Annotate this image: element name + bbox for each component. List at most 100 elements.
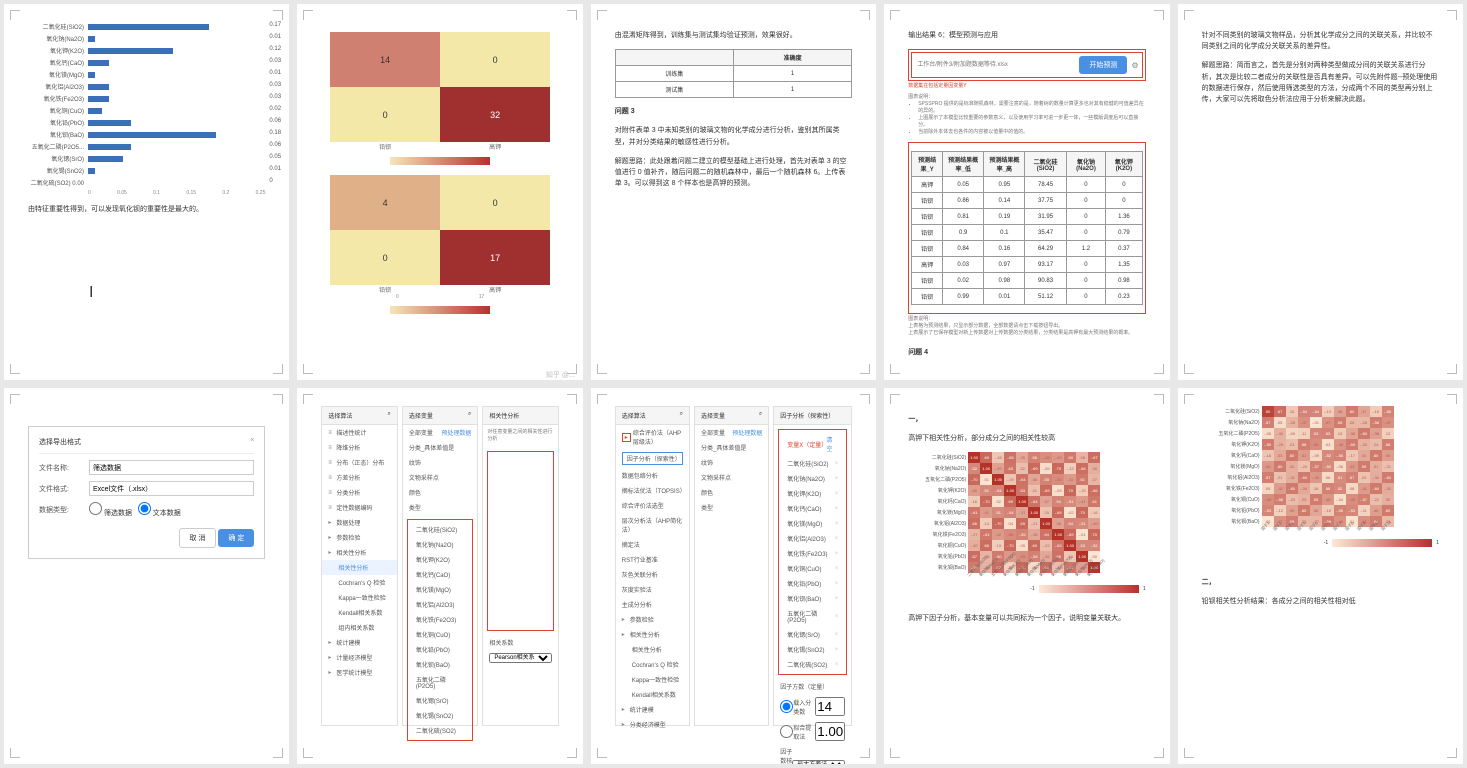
algo-item[interactable]: ≡方差分析 <box>322 470 396 485</box>
file-input[interactable] <box>915 60 1075 70</box>
bar-axis: 00.050.10.150.20.25 <box>88 190 265 196</box>
algo-group[interactable]: ▸相关性分析 <box>322 545 396 560</box>
algo-item[interactable]: 灰度实验法 <box>616 582 689 597</box>
variable-panel: 选择变量⌕ 全部变量预处理数据 分类_具体差值是纹饰文物采样点颜色类型 <box>694 406 769 726</box>
bar-row: 氧化锶(SrO)0.05 <box>28 154 265 163</box>
algo-item[interactable]: 层次分析法（AHP简化法） <box>616 513 689 537</box>
var-item[interactable]: 氧化铅(PbO) <box>410 642 470 657</box>
var-item[interactable]: 纹饰 <box>403 455 477 470</box>
algo-item[interactable]: ≡描述性统计 <box>322 425 396 440</box>
coef-select[interactable]: Pearson相关系数 <box>489 653 551 663</box>
bar-row: 氧化铅(PbO)0.06 <box>28 118 265 127</box>
factor-heatmap: 二氧化硅(SiO2).90.67.16-.54-.54-.13.38.60.37… <box>1202 406 1439 533</box>
variable-panel: 选择变量⌕ 全部变量预处理数据 分类_具体差值是纹饰文物采样点颜色类型 二氧化硅… <box>402 406 478 726</box>
var-item[interactable]: 氧化钡(BaO) <box>410 657 470 672</box>
question-4-heading: 问题 4 <box>908 347 1145 358</box>
var-item[interactable]: 氧化钠(Na2O) <box>410 537 470 552</box>
var-item[interactable]: 二氧化硅(SiO2) <box>410 522 470 537</box>
search-icon[interactable]: ⌕ <box>759 411 762 420</box>
search-icon[interactable]: ⌕ <box>468 411 471 420</box>
algo-item[interactable]: 摘标法优法（TOPSIS） <box>616 483 689 498</box>
var-item[interactable]: 五氧化二磷(P2O5) <box>410 672 470 693</box>
algo-item[interactable]: ≡分类分析 <box>322 485 396 500</box>
close-icon[interactable]: × <box>250 437 254 447</box>
algo-group[interactable]: ▸数据处理 <box>322 515 396 530</box>
confusion-matrix-1: 140 032 铅钡高钾 知乎 @... <box>330 32 550 165</box>
page-6: 选择导出格式 × 文件名称: 文件格式: 数据类型: 筛选数据 文本数据 取 消… <box>4 388 289 764</box>
dialog-title: 选择导出格式 <box>39 437 81 447</box>
var-item[interactable]: 氧化锡(SnO2) <box>410 708 470 723</box>
var-item[interactable]: 二氧化硫(SO2) <box>410 723 470 738</box>
ok-button[interactable]: 确 定 <box>218 529 254 547</box>
bar-row: 二氧化硫(SO2) 0.000 <box>28 178 265 187</box>
algo-item[interactable]: ≡定性数据编码 <box>322 500 396 515</box>
bar-row: 氧化镁(MgO)0.01 <box>28 70 265 79</box>
cancel-button[interactable]: 取 消 <box>179 528 217 548</box>
accuracy-table: 准确度 训练集1 测试集1 <box>615 49 852 98</box>
var-item[interactable]: 氧化锶(SrO) <box>410 693 470 708</box>
algo-item[interactable]: Kendall相关系数 <box>322 605 396 620</box>
algo-item[interactable]: RST行业基准 <box>616 552 689 567</box>
prediction-table: 预测结果_Y预测结果概率_低预测结果概率_高二氧化硅(SiO2)氧化钠(Na2O… <box>911 151 1142 305</box>
bar-row: 氧化铜(CuO)0.02 <box>28 106 265 115</box>
page-8: 选择算法⌕ ▸综合评价法（AHP 层级法）因子分析（探索性）数据包络分析摘标法优… <box>591 388 876 764</box>
highlight-box: 开始预测 ⚙ <box>908 49 1145 81</box>
bar-row: 五氧化二磷(P2O5...0.06 <box>28 142 265 151</box>
algo-item[interactable]: 数据包络分析 <box>616 468 689 483</box>
format-select[interactable] <box>89 481 254 496</box>
confusion-matrix-2: 40 017 铅钡高钾 017 知乎 @... <box>330 175 550 314</box>
feature-importance-bars: 二氧化硅(SiO2)0.17 氧化钠(Na2O)0.01 氧化钾(K2O)0.12 氧… <box>28 22 265 187</box>
var-item[interactable]: 氧化镁(MgO) <box>410 582 470 597</box>
bar-row: 氧化钠(Na2O)0.01 <box>28 34 265 43</box>
var-item[interactable]: 氧化铁(Fe2O3) <box>410 612 470 627</box>
algo-group[interactable]: ▸参数检验 <box>322 530 396 545</box>
algorithm-panel: 选择算法⌕ ≡描述性统计≡降维分析≡分布（正态）分布≡方差分析≡分类分析≡定性数… <box>321 406 397 726</box>
page-10: 二氧化硅(SiO2).90.67.16-.54-.54-.13.38.60.37… <box>1178 388 1463 764</box>
var-item[interactable]: 颜色 <box>403 485 477 500</box>
var-item[interactable]: 氧化钙(CaO) <box>410 567 470 582</box>
bar-row: 氧化钾(K2O)0.12 <box>28 46 265 55</box>
bar-row: 氧化铁(Fe2O3)0.03 <box>28 94 265 103</box>
algo-item[interactable]: ≡降维分析 <box>322 440 396 455</box>
algo-item[interactable]: ≡分布（正态）分布 <box>322 455 396 470</box>
radio-filter[interactable] <box>89 502 102 515</box>
algo-group[interactable]: ▸计量经济模型 <box>322 650 396 665</box>
var-item[interactable]: 氧化钾(K2O) <box>410 552 470 567</box>
algo-item[interactable]: 灰色关联分析 <box>616 567 689 582</box>
page-9: 一， 高钾下相关性分析，部分成分之间的相关性较高 二氧化硅(SiO2)1.00.… <box>884 388 1169 764</box>
algo-item[interactable]: 摘定法 <box>616 537 689 552</box>
radio-text[interactable] <box>138 502 151 515</box>
var-item[interactable]: 分类_具体差值是 <box>403 440 477 455</box>
algo-item[interactable]: 综合评价法选型 <box>616 498 689 513</box>
algo-group[interactable]: ▸医学统计模型 <box>322 665 396 680</box>
page-2: 140 032 铅钡高钾 知乎 @... 40 017 铅钡高钾 017 知乎 … <box>297 4 582 380</box>
var-item[interactable]: 氧化铜(CuO) <box>410 627 470 642</box>
algo-item[interactable]: 组内相关系数 <box>322 620 396 635</box>
bar-row: 氧化铝(Al2O3)0.03 <box>28 82 265 91</box>
factor-panel: 因子分析（探索性） 变量X（定量）清空 二氧化硅(SiO2) ×氧化钠(Na2O… <box>773 406 852 726</box>
algorithm-panel: 选择算法⌕ ▸综合评价法（AHP 层级法）因子分析（探索性）数据包络分析摘标法优… <box>615 406 690 726</box>
predict-button[interactable]: 开始预测 <box>1079 56 1127 74</box>
algo-item[interactable]: Kappa一致性检验 <box>322 590 396 605</box>
filename-input[interactable] <box>89 460 254 475</box>
bar-row: 氧化钙(CaO)0.03 <box>28 58 265 67</box>
algo-item[interactable]: ▸综合评价法（AHP 层级法） <box>616 425 689 449</box>
algo-item[interactable]: 主成分分析 <box>616 597 689 612</box>
settings-icon[interactable]: ⚙ <box>1131 61 1138 70</box>
correlation-heatmap: 二氧化硅(SiO2)1.00.69-.18-.65.35.56-.49-.43.… <box>908 452 1145 579</box>
search-icon[interactable]: ⌕ <box>387 411 390 420</box>
page-3: 由混淆矩阵得到，训练集与测试集均验证预测，效果很好。 准确度 训练集1 测试集1… <box>591 4 876 380</box>
var-item[interactable]: 氧化铝(Al2O3) <box>410 597 470 612</box>
algo-item[interactable]: 相关性分析 <box>322 560 396 575</box>
page-1: 二氧化硅(SiO2)0.17 氧化钠(Na2O)0.01 氧化钾(K2O)0.12 氧… <box>4 4 289 380</box>
page-7: 选择算法⌕ ≡描述性统计≡降维分析≡分布（正态）分布≡方差分析≡分类分析≡定性数… <box>297 388 582 764</box>
search-icon[interactable]: ⌕ <box>680 411 683 420</box>
var-item[interactable]: 文物采样点 <box>403 470 477 485</box>
export-dialog: 选择导出格式 × 文件名称: 文件格式: 数据类型: 筛选数据 文本数据 取 消… <box>28 426 265 559</box>
algo-group[interactable]: ▸统计建模 <box>322 635 396 650</box>
algo-item[interactable]: Cochran's Q 检验 <box>322 575 396 590</box>
var-item[interactable]: 类型 <box>403 500 477 515</box>
algo-item[interactable]: 因子分析（探索性） <box>616 449 689 468</box>
bar-row: 氧化钡(BaO)0.18 <box>28 130 265 139</box>
bar-row: 二氧化硅(SiO2)0.17 <box>28 22 265 31</box>
